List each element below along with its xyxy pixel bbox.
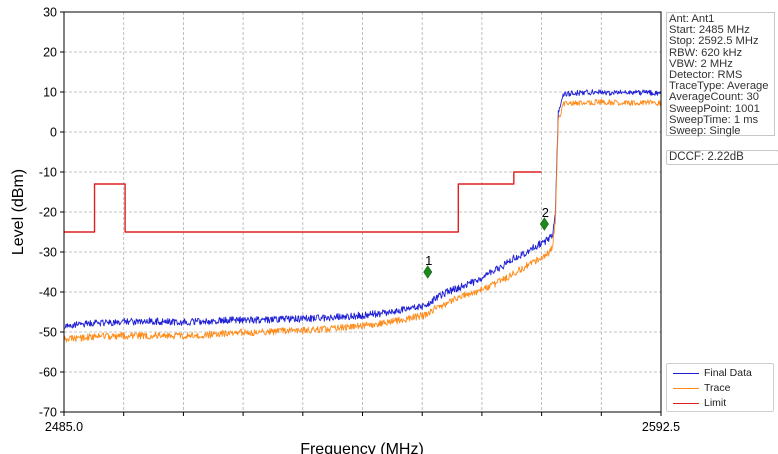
y-axis: 30 20 10 0 -10 -20 -30 -40 -50 -60 -70 bbox=[39, 6, 64, 420]
marker-layer: 12 bbox=[423, 205, 549, 279]
marker-label-1: 1 bbox=[425, 253, 432, 268]
legend-swatch bbox=[673, 373, 699, 374]
y-tick-label: 20 bbox=[43, 46, 57, 60]
y-tick-label: 30 bbox=[43, 6, 57, 20]
y-tick-label: -20 bbox=[39, 206, 57, 220]
legend-label: Trace bbox=[704, 382, 731, 394]
info-line: Sweep: Single bbox=[669, 125, 741, 138]
series-line-limit bbox=[64, 171, 542, 233]
marker-label-2: 2 bbox=[542, 205, 549, 220]
x-axis-label: Frequency (MHz) bbox=[300, 441, 424, 454]
series-line-final-data bbox=[64, 89, 661, 329]
series-line-trace bbox=[64, 99, 661, 343]
grid bbox=[64, 12, 661, 412]
y-tick-label: -30 bbox=[39, 246, 57, 260]
info-line: Detector: RMS bbox=[669, 69, 743, 82]
info-line: AverageCount: 30 bbox=[669, 91, 759, 104]
legend-swatch bbox=[673, 388, 699, 389]
y-tick-label: -10 bbox=[39, 166, 57, 180]
legend: Final Data Trace Limit bbox=[666, 363, 774, 412]
measurement-info-panel: Ant: Ant1 Start: 2485 MHz Stop: 2592.5 MHz… bbox=[666, 12, 775, 138]
y-tick-label: -50 bbox=[39, 326, 57, 340]
marker-point-2 bbox=[539, 217, 549, 231]
y-tick-label: -60 bbox=[39, 366, 57, 380]
legend-item: Final Data bbox=[667, 366, 773, 381]
x-axis: 2485.0 2592.5 bbox=[45, 412, 680, 434]
info-line: Stop: 2592.5 MHz bbox=[669, 35, 759, 48]
x-tick-label-stop: 2592.5 bbox=[642, 420, 680, 434]
info-line: SweepPoint: 1001 bbox=[669, 102, 760, 115]
legend-label: Final Data bbox=[704, 367, 752, 379]
info-line: Ant: Ant1 bbox=[669, 13, 715, 25]
y-tick-label: 0 bbox=[50, 126, 57, 140]
legend-label: Limit bbox=[704, 397, 727, 409]
legend-item: Limit bbox=[667, 396, 773, 411]
y-tick-label: 10 bbox=[43, 86, 57, 100]
x-tick-label-start: 2485.0 bbox=[45, 420, 83, 434]
info-line: Start: 2485 MHz bbox=[669, 24, 750, 37]
legend-swatch bbox=[673, 403, 699, 404]
info-line: TraceType: Average bbox=[669, 80, 769, 93]
info-line: SweepTime: 1 ms bbox=[669, 113, 759, 126]
series-layer bbox=[64, 89, 661, 343]
y-tick-label: -70 bbox=[39, 406, 57, 420]
dccf-value: DCCF: 2.22dB bbox=[666, 150, 778, 165]
y-axis-label: Level (dBm) bbox=[10, 169, 27, 255]
legend-item: Trace bbox=[667, 381, 773, 396]
info-line: VBW: 2 MHz bbox=[669, 57, 733, 70]
marker-point-1 bbox=[423, 265, 433, 279]
y-tick-label: -40 bbox=[39, 286, 57, 300]
info-line: RBW: 620 kHz bbox=[669, 46, 743, 59]
